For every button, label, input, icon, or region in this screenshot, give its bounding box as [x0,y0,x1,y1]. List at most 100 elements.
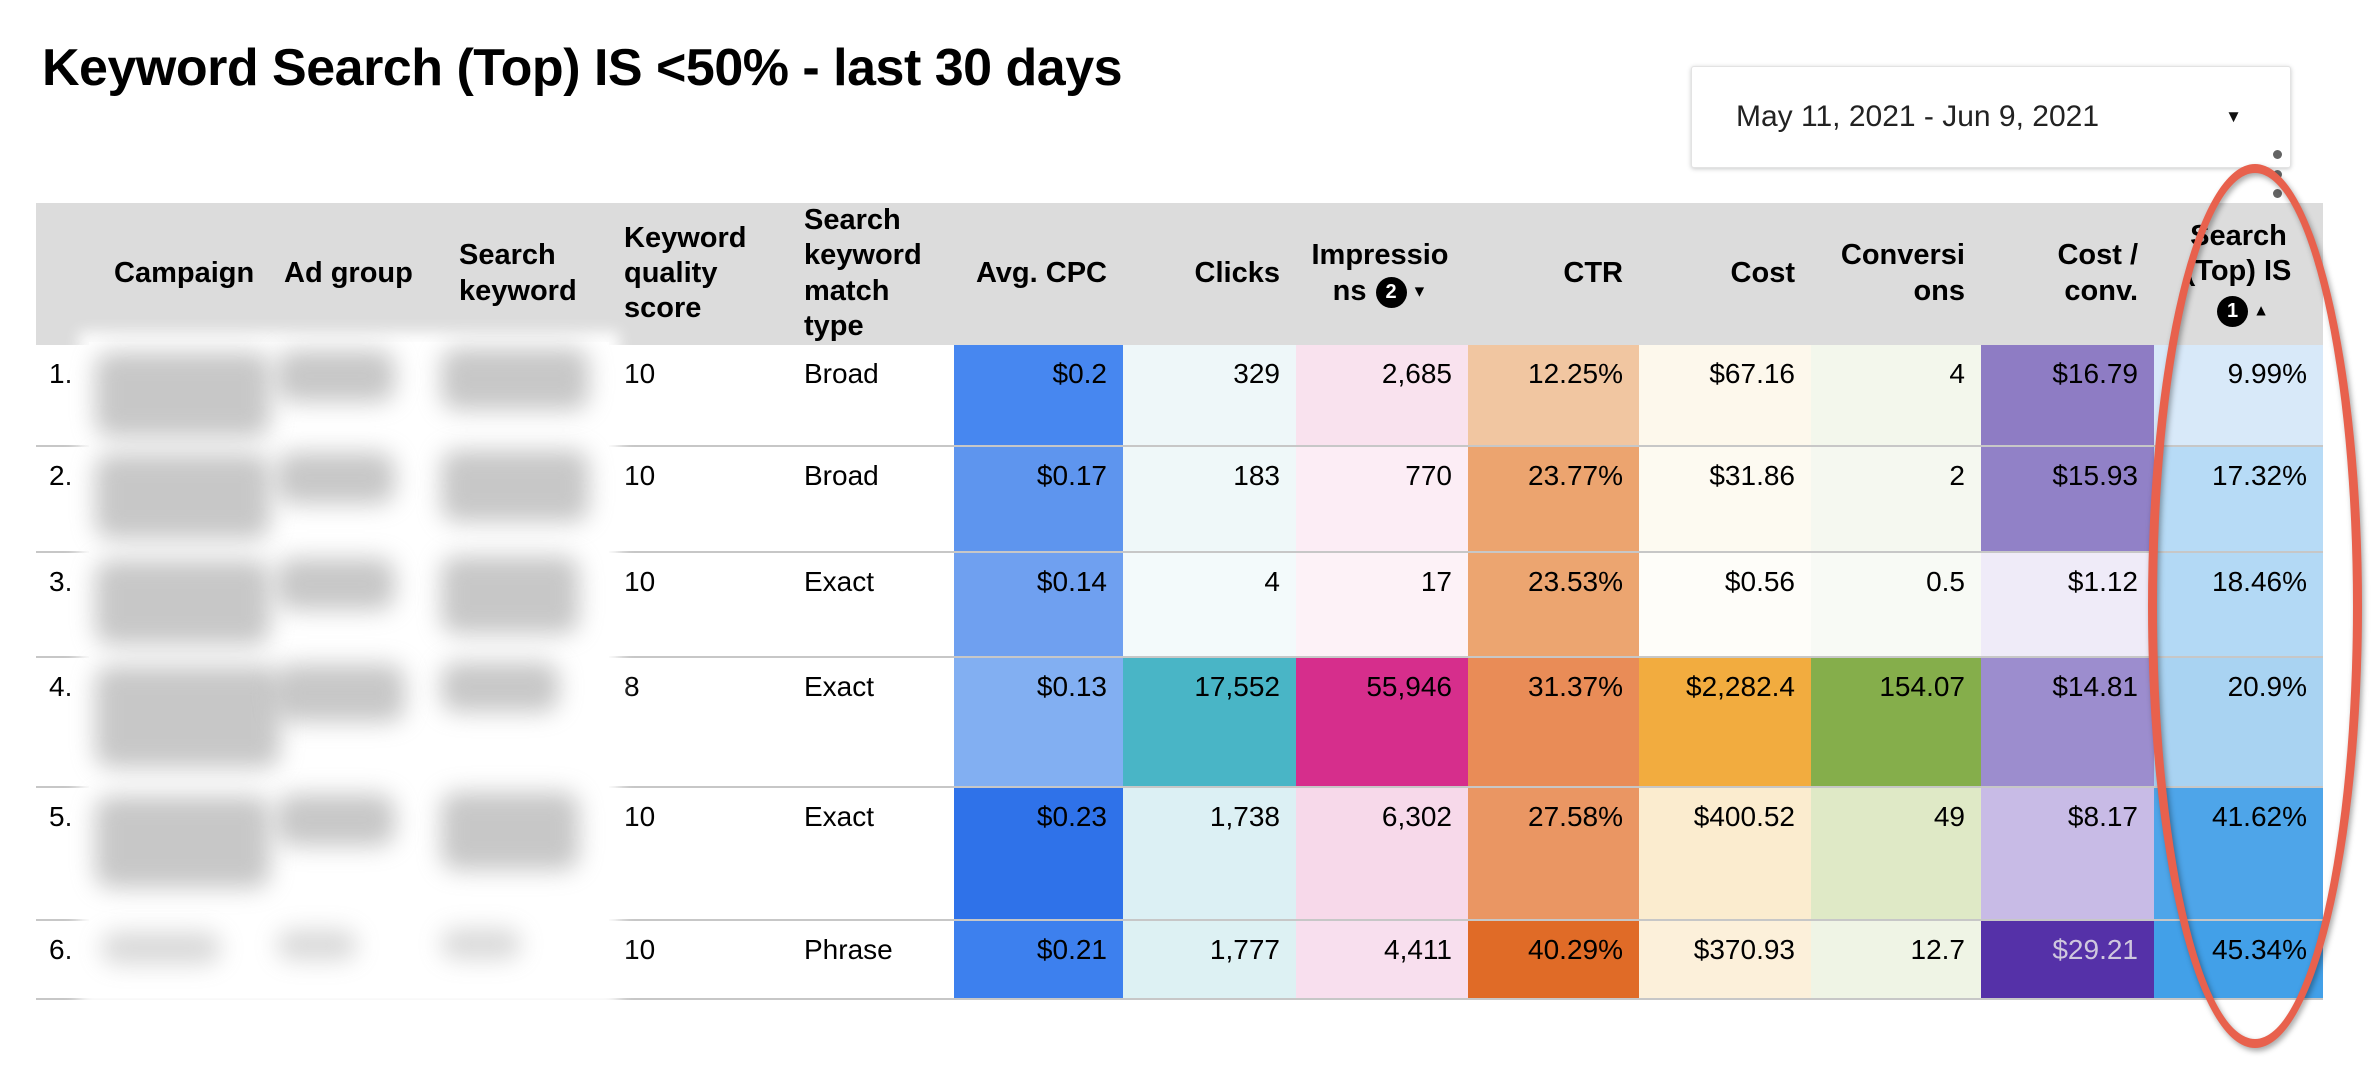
conversions-cell: 4 [1811,344,1981,446]
ctr-cell: 23.53% [1468,551,1639,657]
blurred-text-blob [441,348,589,410]
impressions-cell: 17 [1296,551,1468,657]
table-header-row: Campaign Ad group Search keyword Keyword… [36,203,2323,345]
search-top-is-cell: 20.9% [2154,656,2323,787]
column-header-match-type[interactable]: Search keyword match type [804,204,922,343]
row-index: 1. [49,357,73,389]
cost-cell: $0.56 [1639,551,1811,657]
column-header-avg-cpc[interactable]: Avg. CPC [975,257,1107,290]
blurred-text-blob [277,558,395,610]
conversions-cell: 0.5 [1811,551,1981,657]
conversions-cell: 12.7 [1811,919,1981,999]
table-row: 6. 10 Phrase $0.21 1,777 4,411 40.29% $3… [36,919,2323,999]
blurred-text-blob [95,666,280,768]
column-header-impressions[interactable]: Impressions 2 ▼ [1296,203,1468,345]
ctr-cell: 40.29% [1468,919,1639,999]
column-header-clicks[interactable]: Clicks [1194,257,1280,290]
conversions-cell: 154.07 [1811,656,1981,787]
cost-per-conv-cell: $16.79 [1981,344,2154,446]
column-header-cost-per-conv[interactable]: Cost / conv. [2057,239,2138,307]
row-index-header [36,203,90,345]
search-top-is-cell: 9.99% [2154,344,2323,446]
blurred-text-blob [277,664,405,722]
blurred-text-blob [441,450,589,522]
blurred-text-blob [441,662,559,712]
cost-per-conv-cell: $15.93 [1981,445,2154,552]
table-row: 4. 8 Exact $0.13 17,552 55,946 31.37% $2… [36,656,2323,787]
clicks-cell: 1,777 [1123,919,1296,999]
cost-cell: $370.93 [1639,919,1811,999]
more-options-icon[interactable] [2266,150,2288,198]
column-header-search-top-is[interactable]: Search (Top) IS 1 ▲ [2154,203,2323,345]
conversions-cell: 2 [1811,445,1981,552]
cost-cell: $2,282.4 [1639,656,1811,787]
row-index: 6. [49,933,73,965]
column-header-search-keyword[interactable]: Search keyword [459,239,577,307]
quality-score-cell: 10 [624,565,656,597]
impressions-cell: 770 [1296,445,1468,552]
quality-score-cell: 10 [624,800,656,832]
avg-cpc-cell: $0.2 [954,344,1123,446]
row-index: 5. [49,800,73,832]
ctr-cell: 31.37% [1468,656,1639,787]
kebab-dot [2272,189,2282,198]
date-range-value: May 11, 2021 - Jun 9, 2021 [1736,100,2100,133]
column-header-keyword-quality-score[interactable]: Keyword quality score [624,221,747,325]
avg-cpc-cell: $0.21 [954,919,1123,999]
clicks-cell: 4 [1123,551,1296,657]
cost-cell: $31.86 [1639,445,1811,552]
keyword-table: Campaign Ad group Search keyword Keyword… [36,203,2323,1000]
quality-score-cell: 10 [624,459,656,491]
blurred-text-blob [95,560,270,645]
column-header-ctr[interactable]: CTR [1563,257,1623,290]
impressions-cell: 2,685 [1296,344,1468,446]
avg-cpc-cell: $0.14 [954,551,1123,657]
cost-per-conv-cell: $8.17 [1981,786,2154,920]
quality-score-cell: 8 [624,670,640,702]
cost-per-conv-cell: $14.81 [1981,656,2154,787]
sort-order-badge: 2 [1375,276,1407,308]
search-top-is-cell: 41.62% [2154,786,2323,920]
clicks-cell: 17,552 [1123,656,1296,787]
row-index: 4. [49,670,73,702]
avg-cpc-cell: $0.17 [954,445,1123,552]
date-range-picker[interactable]: May 11, 2021 - Jun 9, 2021 ▼ [1691,66,2291,168]
blurred-text-blob [277,930,357,960]
chevron-down-icon: ▼ [2225,107,2242,126]
match-type-cell: Exact [804,800,875,832]
blurred-text-blob [441,556,579,634]
page-title: Keyword Search (Top) IS <50% - last 30 d… [42,39,1123,97]
match-type-cell: Phrase [804,933,893,965]
column-header-conversions[interactable]: Conversions [1840,239,1965,307]
table-row: 3. 10 Exact $0.14 4 17 23.53% $0.56 0.5 … [36,551,2323,657]
column-header-campaign[interactable]: Campaign [114,257,255,290]
blurred-text-blob [95,352,270,437]
ctr-cell: 23.77% [1468,445,1639,552]
column-header-ad-group[interactable]: Ad group [284,257,413,290]
clicks-cell: 1,738 [1123,786,1296,920]
impressions-label: Impressions [1311,239,1449,307]
kebab-dot [2272,169,2282,179]
search-top-is-cell: 45.34% [2154,919,2323,999]
blurred-text-blob [441,792,579,870]
blurred-text-blob [441,929,521,959]
impressions-cell: 4,411 [1296,919,1468,999]
kebab-dot [2272,150,2282,159]
impressions-cell: 6,302 [1296,786,1468,920]
blurred-text-blob [277,794,395,846]
match-type-cell: Exact [804,565,875,597]
column-header-cost[interactable]: Cost [1730,257,1795,290]
conversions-cell: 49 [1811,786,1981,920]
blurred-text-blob [277,452,395,504]
sort-order-badge: 1 [2217,296,2249,328]
search-top-is-label: Search (Top) IS [2185,219,2292,288]
table-row: 1. 10 Broad $0.2 329 2,685 12.25% $67.16… [36,344,2323,446]
sort-asc-icon: ▲ [2253,303,2269,321]
avg-cpc-cell: $0.23 [954,786,1123,920]
blurred-text-blob [101,932,221,964]
match-type-cell: Broad [804,459,879,491]
cost-per-conv-cell: $1.12 [1981,551,2154,657]
search-top-is-cell: 18.46% [2154,551,2323,657]
quality-score-cell: 10 [624,357,656,389]
ctr-cell: 27.58% [1468,786,1639,920]
